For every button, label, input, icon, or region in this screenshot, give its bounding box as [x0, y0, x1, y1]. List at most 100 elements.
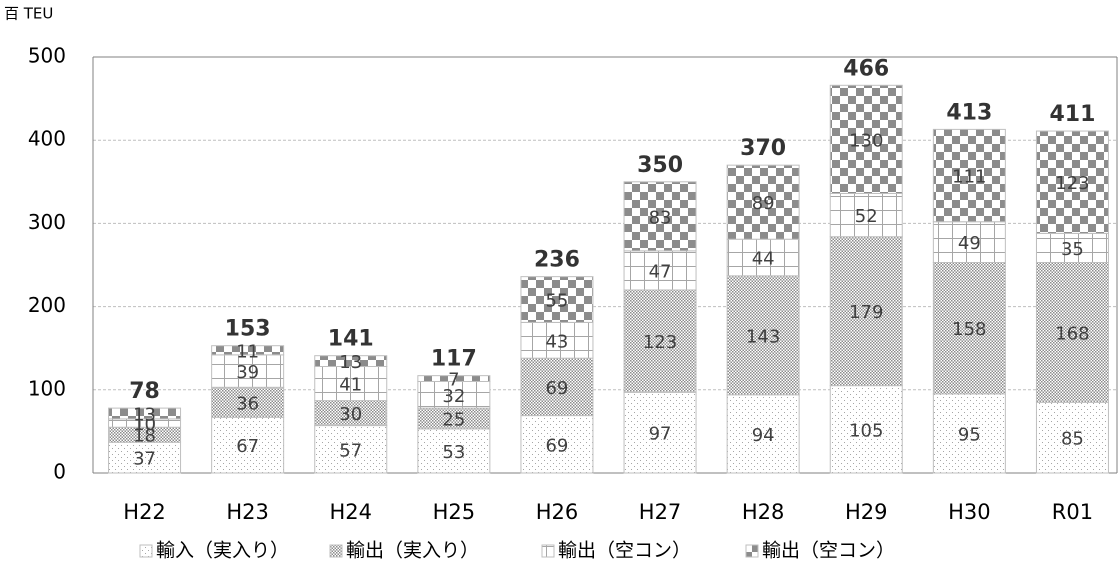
value-label: 69: [545, 435, 568, 456]
value-label: 97: [649, 424, 672, 445]
value-label: 36: [236, 393, 259, 414]
x-tick-label: H30: [948, 500, 991, 524]
x-tick-label: H28: [742, 500, 785, 524]
value-label: 53: [442, 442, 465, 463]
bar-segment: [726, 238, 800, 277]
value-label: 123: [643, 332, 677, 353]
value-label: 41: [339, 375, 362, 396]
bar-segment: [520, 276, 594, 323]
bar-segment: [932, 393, 1006, 474]
bar-segment: [932, 128, 1006, 223]
legend-label: 輸入（実入り）: [156, 540, 289, 562]
bar-segment: [520, 321, 594, 359]
bar-segment: [623, 289, 697, 393]
total-label: 141: [328, 327, 374, 352]
value-label: 30: [339, 404, 362, 425]
total-label: 413: [946, 100, 992, 125]
legend-label: 輸出（空コン）: [762, 540, 895, 562]
value-label: 11: [236, 341, 259, 362]
value-label: 130: [849, 130, 883, 151]
value-label: 89: [752, 193, 775, 214]
bar-segment: [417, 375, 491, 382]
value-label: 49: [958, 233, 981, 254]
bar-segment: [417, 380, 491, 409]
bar-segment: [932, 221, 1006, 264]
value-label: 13: [339, 352, 362, 373]
x-tick-label: H24: [329, 500, 372, 524]
value-label: 111: [952, 167, 986, 188]
x-tick-label: H25: [433, 500, 476, 524]
bar-segment: [726, 164, 800, 240]
bar-segment: [1035, 401, 1109, 474]
value-label: 94: [752, 425, 775, 446]
legend-label: 輸出（空コン）: [558, 540, 691, 562]
x-tick-label: H22: [123, 500, 166, 524]
bar-segment: [108, 441, 182, 474]
total-label: 153: [225, 317, 271, 342]
bar-segment: [726, 394, 800, 474]
value-label: 85: [1061, 429, 1084, 450]
bar-segment: [829, 192, 903, 238]
bar-segment: [520, 415, 594, 474]
y-tick-label: 0: [53, 460, 66, 484]
bar-segment: [829, 236, 903, 387]
y-tick-label: 300: [28, 210, 66, 234]
bar-segment: [314, 400, 388, 427]
bar-segment: [314, 355, 388, 368]
x-tick-label: H26: [536, 500, 579, 524]
value-label: 158: [952, 319, 986, 340]
total-label: 411: [1049, 102, 1095, 127]
value-label: 52: [855, 206, 878, 227]
value-label: 69: [545, 378, 568, 399]
total-label: 78: [129, 379, 160, 404]
legend-label: 輸出（実入り）: [346, 540, 479, 562]
value-label: 7: [448, 370, 459, 391]
value-label: 43: [545, 331, 568, 352]
value-label: 39: [236, 362, 259, 383]
bar-segment: [108, 407, 182, 420]
bar-segment: [314, 425, 388, 474]
bar-segment: [726, 275, 800, 396]
bar-segment: [211, 345, 285, 356]
value-label: 143: [746, 326, 780, 347]
total-label: 466: [843, 56, 889, 81]
value-label: 47: [649, 261, 672, 282]
total-label: 350: [637, 153, 683, 178]
y-axis-label: 百 TEU: [4, 5, 53, 23]
bar-segment: [829, 385, 903, 474]
value-label: 105: [849, 420, 883, 441]
value-label: 95: [958, 424, 981, 445]
value-label: 25: [442, 410, 465, 431]
bar-segment: [1035, 262, 1109, 403]
legend-swatch: [139, 544, 153, 558]
value-label: 67: [236, 436, 259, 457]
value-label: 83: [649, 207, 672, 228]
x-tick-label: H23: [226, 500, 269, 524]
bar-segment: [520, 357, 594, 417]
value-label: 35: [1061, 239, 1084, 260]
bar-segment: [211, 354, 285, 388]
value-label: 55: [545, 291, 568, 312]
y-tick-label: 400: [28, 127, 66, 151]
value-label: 168: [1055, 323, 1089, 344]
bar-segment: [1035, 130, 1109, 234]
y-tick-label: 100: [28, 376, 66, 400]
total-label: 117: [431, 347, 477, 372]
total-label: 370: [740, 136, 786, 161]
bar-segment: [623, 181, 697, 252]
bar-segment: [417, 428, 491, 474]
value-label: 57: [339, 440, 362, 461]
value-label: 18: [133, 426, 156, 447]
bar-segment: [932, 262, 1006, 395]
value-label: 44: [752, 249, 775, 270]
value-label: 13: [133, 405, 156, 426]
y-tick-label: 500: [28, 44, 66, 68]
value-label: 37: [133, 449, 156, 470]
total-label: 236: [534, 248, 580, 273]
bar-segment: [623, 391, 697, 474]
bar-segment: [1035, 232, 1109, 264]
x-tick-label: R01: [1052, 500, 1093, 524]
x-tick-label: H29: [845, 500, 888, 524]
legend-swatch: [329, 544, 343, 558]
